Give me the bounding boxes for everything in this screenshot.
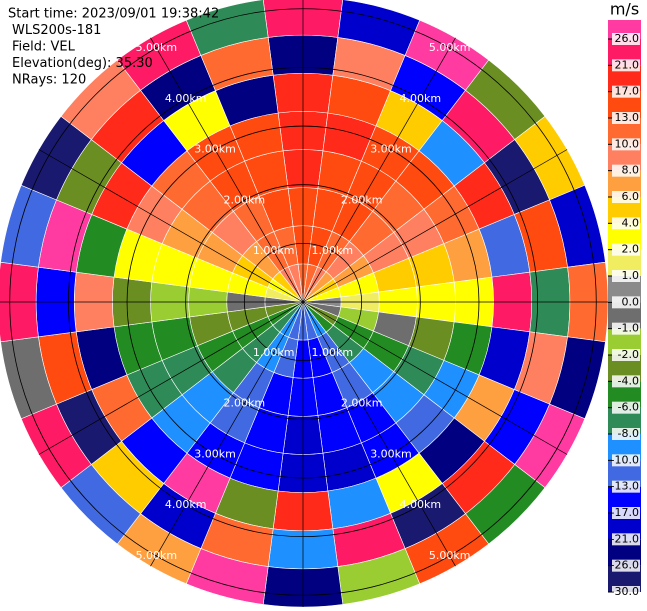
colorbar-label: m/s [610, 0, 639, 19]
range-label: 3.00km [370, 447, 412, 460]
range-ring [67, 66, 539, 538]
colorbar-tick-label: 6.0 [622, 190, 640, 203]
info-line: Start time: 2023/09/01 19:38:42 [8, 7, 219, 22]
colorbar-tick-label: -4.0 [618, 374, 639, 387]
tick-label-bg [612, 480, 640, 493]
tick-label-bg [612, 33, 640, 45]
tick-label-bg [612, 138, 640, 151]
tick-label-bg [612, 401, 640, 414]
ppi-plot [0, 0, 609, 608]
spoke [150, 301, 304, 567]
tick-label-bg [612, 322, 640, 335]
tick-label-bg [612, 243, 640, 256]
colorbar-tick-label: 13.0 [615, 111, 640, 124]
tick-label-bg [612, 191, 640, 203]
tick-label-bg [612, 349, 640, 361]
colorbar-tick-label: 2.0 [622, 243, 640, 256]
colorbar-tick-label: -10.0 [611, 453, 639, 466]
range-label: 1.00km [253, 346, 295, 359]
colorbar-tick-label: 8.0 [622, 164, 640, 177]
range-label: 4.00km [400, 498, 442, 511]
range-label: 3.00km [194, 143, 236, 156]
spoke [302, 301, 568, 455]
tick-label-bg [612, 270, 640, 282]
colorbar-tick-label: 4.0 [622, 216, 640, 229]
colorbar-tick-label: -2.0 [618, 348, 639, 361]
colorbar-tick-label: -17.0 [611, 506, 639, 519]
spoke [302, 37, 456, 303]
colorbar-tick-label: 0.0 [622, 295, 640, 308]
range-ring [126, 125, 480, 479]
spoke [302, 301, 456, 567]
colorbar-tick-label: -30.0 [611, 585, 639, 598]
range-label: 5.00km [136, 41, 178, 54]
info-line: WLS200s-181 [12, 23, 101, 38]
overlay: 1.00km 1.00km 1.00km 1.00km 2.00km 2.00km 2.00… [0, 0, 608, 607]
colorbar-tick-label: -8.0 [618, 427, 639, 440]
colorbar-tick-label: 10.0 [615, 137, 640, 150]
tick-label-bg [612, 507, 640, 519]
colorbar-tick-label: 26.0 [615, 32, 640, 45]
range-ring [185, 184, 421, 420]
tick-label-bg [612, 112, 640, 124]
range-label: 1.00km [253, 244, 295, 257]
tick-label-bg [612, 454, 640, 467]
tick-label-bg [612, 559, 640, 572]
info-block: Start time: 2023/09/01 19:38:42WLS200s-1… [8, 7, 219, 88]
range-label: 2.00km [224, 397, 266, 410]
tick-label-bg [612, 59, 640, 72]
range-ring [243, 242, 363, 362]
range-label: 4.00km [400, 92, 442, 105]
spoke [150, 37, 304, 303]
colorbar-tick-label: 17.0 [615, 85, 640, 98]
colorbar-tick-label: -1.0 [618, 322, 639, 335]
range-label: 5.00km [429, 41, 471, 54]
info-line: Elevation(deg): 35.30 [12, 56, 153, 71]
colorbar-tick-label: -21.0 [611, 532, 639, 545]
range-label: 5.00km [136, 549, 178, 562]
range-label: 2.00km [341, 397, 383, 410]
range-label: 4.00km [165, 92, 207, 105]
range-label: 3.00km [370, 143, 412, 156]
colorbar-tick-label: 21.0 [615, 58, 640, 71]
tick-label-bg [612, 85, 640, 98]
colorbar-tick-label: 1.0 [622, 269, 640, 282]
colorbar-tick-label: -6.0 [618, 401, 639, 414]
colorbar: m/s 26.0 21.0 17.0 13.0 10.0 8.0 6.0 4.0 2.0 1.0 0.… [608, 0, 641, 598]
range-label: 2.00km [341, 193, 383, 206]
range-label: 3.00km [194, 447, 236, 460]
range-label: 2.00km [224, 193, 266, 206]
spoke [38, 301, 304, 455]
range-ring [9, 8, 597, 596]
tick-label-bg [612, 533, 640, 546]
colorbar-tick-label: -13.0 [611, 480, 639, 493]
range-label: 5.00km [429, 549, 471, 562]
tick-label-bg [612, 296, 640, 309]
tick-label-bg [612, 586, 640, 598]
spoke [38, 149, 304, 303]
tick-label-bg [612, 428, 640, 440]
range-label: 1.00km [312, 346, 354, 359]
colorbar-tick-label: -26.0 [611, 559, 639, 572]
tick-label-bg [612, 164, 640, 177]
range-label: 1.00km [312, 244, 354, 257]
tick-label-bg [612, 217, 640, 230]
info-line: Field: VEL [12, 40, 76, 55]
range-label: 4.00km [165, 498, 207, 511]
spoke [302, 149, 568, 303]
info-line: NRays: 120 [12, 73, 86, 88]
tick-label-bg [612, 375, 640, 388]
